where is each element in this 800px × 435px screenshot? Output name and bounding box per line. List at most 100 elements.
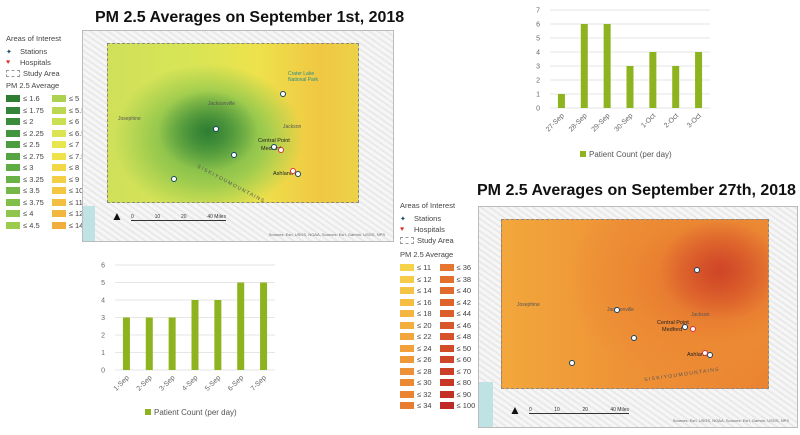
y-tick-label: 6 xyxy=(536,22,540,29)
legend-swatch xyxy=(6,187,20,195)
study-area xyxy=(107,43,359,203)
place-jacksonville: Jacksonville xyxy=(607,307,634,313)
legend-label: ≤ 46 xyxy=(456,320,472,330)
legend-hospitals: Hospitals xyxy=(20,58,51,67)
place-medford: Medford xyxy=(662,327,683,333)
bar[interactable] xyxy=(695,52,703,108)
legend-swatch xyxy=(400,264,414,272)
station-icon: ✦ xyxy=(6,48,12,56)
legend-label: ≤ 32 xyxy=(417,389,432,399)
x-tick-label: 28-Sep xyxy=(568,112,589,133)
legend-swatch xyxy=(51,175,66,183)
legend-item: ≤ 40 xyxy=(439,285,476,297)
legend-label: ≤ 38 xyxy=(456,274,472,284)
legend-study-area: Study Area xyxy=(23,69,60,78)
place-jacksonville: Jacksonville xyxy=(208,101,235,107)
legend-swatch xyxy=(400,275,414,283)
legend-label: ≤ 50 xyxy=(456,343,472,353)
legend-label: ≤ 80 xyxy=(456,378,472,388)
legend-item: ≤ 12 xyxy=(400,274,432,286)
legend-label: ≤ 7.5 xyxy=(68,151,86,161)
north-arrow-icon: ▲ xyxy=(111,209,123,223)
bar[interactable] xyxy=(122,317,130,371)
station-icon[interactable] xyxy=(231,152,237,158)
map-credit: Sources: Esri, USGS, NOAA, Sources: Esri… xyxy=(268,232,385,237)
legend-swatch xyxy=(400,379,414,387)
legend-label: ≤ 42 xyxy=(456,297,472,307)
hospital-icon[interactable] xyxy=(690,326,696,332)
chart-legend-label: Patient Count (per day) xyxy=(589,150,672,159)
station-icon[interactable] xyxy=(707,352,713,358)
legend-swatch xyxy=(6,106,20,114)
legend-stations: Stations xyxy=(414,214,442,223)
legend-swatch xyxy=(439,379,454,387)
map2[interactable]: Jacksonville Josephine Jackson Central P… xyxy=(478,206,798,428)
legend-swatch xyxy=(51,164,66,172)
legend-swatch xyxy=(580,151,586,157)
station-icon[interactable] xyxy=(682,324,688,330)
bar[interactable] xyxy=(580,24,588,108)
legend-label: ≤ 4 xyxy=(23,209,34,219)
station-icon[interactable] xyxy=(569,360,575,366)
bar[interactable] xyxy=(191,300,199,370)
legend-label: ≤ 90 xyxy=(456,389,472,399)
bar[interactable] xyxy=(603,24,611,108)
place-central-point: Central Point xyxy=(657,320,689,326)
legend-swatch xyxy=(51,106,66,114)
legend-areas-header: Areas of Interest xyxy=(6,34,62,43)
station-icon[interactable] xyxy=(295,171,301,177)
station-icon[interactable] xyxy=(280,91,286,97)
legend-item: ≤ 3 xyxy=(6,162,44,174)
bar[interactable] xyxy=(557,94,565,108)
bar[interactable] xyxy=(237,282,245,371)
legend-swatch xyxy=(400,344,414,352)
bar[interactable] xyxy=(260,282,268,371)
x-tick-label: 29-Sep xyxy=(591,112,612,133)
legend-swatch xyxy=(439,333,454,341)
hospital-icon[interactable] xyxy=(278,147,284,153)
legend-swatch xyxy=(439,275,454,283)
bar[interactable] xyxy=(145,317,153,371)
legend-item: ≤ 2.5 xyxy=(6,139,44,151)
legend-swatch xyxy=(51,221,66,229)
bar[interactable] xyxy=(649,52,657,108)
legend-swatch xyxy=(6,141,20,149)
bar[interactable] xyxy=(214,300,222,370)
bar[interactable] xyxy=(672,66,680,108)
legend-swatch xyxy=(51,187,66,195)
hospital-icon[interactable] xyxy=(702,350,708,356)
legend-label: ≤ 4.5 xyxy=(23,220,40,230)
legend-label: ≤ 36 xyxy=(456,263,472,273)
study-area-swatch xyxy=(6,70,20,77)
bar[interactable] xyxy=(168,317,176,371)
station-icon[interactable] xyxy=(614,307,620,313)
legend-item: ≤ 34 xyxy=(400,400,432,412)
hospital-icon[interactable] xyxy=(290,168,296,174)
station-icon[interactable] xyxy=(171,176,177,182)
y-tick-label: 5 xyxy=(536,36,540,43)
legend-label: ≤ 14 xyxy=(68,220,84,230)
station-icon[interactable] xyxy=(213,126,219,132)
legend-label: ≤ 28 xyxy=(417,366,432,376)
station-icon[interactable] xyxy=(271,144,277,150)
legend-label: ≤ 44 xyxy=(456,309,472,319)
legend-item: ≤ 32 xyxy=(400,389,432,401)
place-ashland: Ashland xyxy=(273,171,293,177)
x-tick-label: 7-Sep xyxy=(250,374,268,392)
bar[interactable] xyxy=(626,66,634,108)
y-tick-label: 5 xyxy=(101,280,105,287)
legend-label: ≤ 6 xyxy=(68,117,80,127)
legend-label: ≤ 3.5 xyxy=(23,186,40,196)
legend-label: ≤ 100 xyxy=(456,401,476,411)
legend-item: ≤ 1.6 xyxy=(6,93,44,105)
legend-label: ≤ 20 xyxy=(417,320,432,330)
map1[interactable]: Jacksonville Josephine Jackson Central P… xyxy=(82,30,394,242)
station-icon[interactable] xyxy=(694,267,700,273)
legend-label: ≤ 60 xyxy=(456,355,472,365)
station-icon[interactable] xyxy=(631,335,637,341)
x-tick-label: 5-Sep xyxy=(204,374,222,392)
legend-item: ≤ 20 xyxy=(400,320,432,332)
legend-label: ≤ 11 xyxy=(417,263,431,273)
x-tick-label: 3-Sep xyxy=(158,374,176,392)
north-arrow-icon: ▲ xyxy=(509,403,521,417)
